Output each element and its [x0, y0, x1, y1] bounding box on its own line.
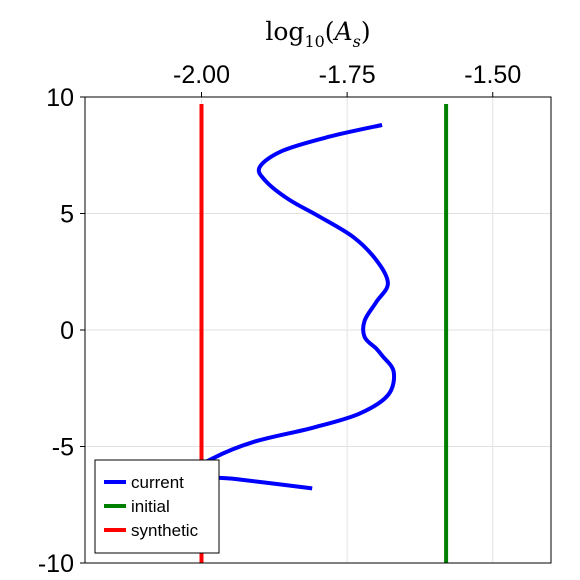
x-label-subscript: 10 [304, 32, 324, 51]
legend: current initial synthetic [94, 459, 220, 554]
series-line-current [187, 123, 397, 491]
legend-label-synthetic: synthetic [131, 521, 199, 540]
y-tick-label: 5 [60, 201, 74, 229]
x-label-prefix: log [265, 17, 304, 46]
y-tick-label: -5 [52, 434, 74, 462]
x-tick-label: -1.50 [464, 61, 521, 89]
series-layer [187, 104, 449, 563]
legend-label-current: current [131, 473, 184, 492]
x-label-close-paren: ) [361, 17, 371, 46]
x-label-open-paren: ( [325, 17, 335, 46]
x-tick-label: -1.75 [319, 61, 376, 89]
y-tick-label: 10 [46, 84, 74, 112]
y-tick-label: -10 [38, 550, 74, 578]
x-label-variable: A [333, 17, 353, 46]
x-label-variable-subscript: s [353, 32, 361, 51]
y-axis-ticks: 10 5 0 -5 -10 [38, 84, 85, 578]
x-axis-ticks: -2.00 -1.75 -1.50 [173, 61, 521, 97]
y-tick-label: 0 [60, 317, 74, 345]
x-tick-label: -2.00 [173, 61, 230, 89]
x-axis-label: log10(As) [265, 17, 370, 51]
legend-label-initial: initial [131, 497, 170, 516]
